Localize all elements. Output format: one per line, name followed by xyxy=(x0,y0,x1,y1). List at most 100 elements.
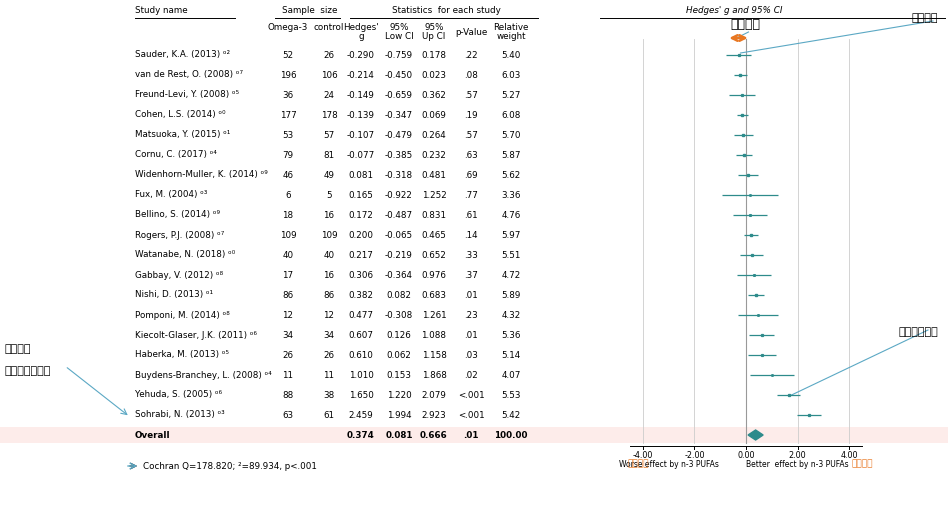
Text: 0.610: 0.610 xyxy=(349,350,374,359)
Text: 異質性大: 異質性大 xyxy=(5,344,31,354)
Text: 0.976: 0.976 xyxy=(422,271,447,279)
Text: 12: 12 xyxy=(323,310,335,319)
Text: 0.683: 0.683 xyxy=(422,291,447,300)
Text: Relative: Relative xyxy=(493,23,529,32)
Text: 86: 86 xyxy=(323,291,335,300)
Text: -0.149: -0.149 xyxy=(347,91,375,99)
Text: Widenhorn-Muller, K. (2014) ᵒ⁹: Widenhorn-Muller, K. (2014) ᵒ⁹ xyxy=(135,170,267,179)
Text: -0.450: -0.450 xyxy=(385,70,413,80)
Text: 1.994: 1.994 xyxy=(387,411,411,419)
Text: 40: 40 xyxy=(283,250,294,260)
Text: 統合した結果: 統合した結果 xyxy=(899,327,938,337)
Text: 26: 26 xyxy=(323,51,335,59)
Text: 1.158: 1.158 xyxy=(422,350,447,359)
Text: 106: 106 xyxy=(320,70,337,80)
Text: <.001: <.001 xyxy=(458,390,484,400)
Text: .14: .14 xyxy=(465,231,478,239)
Text: 0.306: 0.306 xyxy=(349,271,374,279)
Text: 61: 61 xyxy=(323,411,335,419)
Text: 0.232: 0.232 xyxy=(422,151,447,160)
Text: 4.76: 4.76 xyxy=(501,210,520,220)
Text: 46: 46 xyxy=(283,170,294,179)
Text: 0.217: 0.217 xyxy=(349,250,374,260)
Text: 4.32: 4.32 xyxy=(501,310,520,319)
Text: 1.650: 1.650 xyxy=(349,390,374,400)
Text: 196: 196 xyxy=(280,70,296,80)
Text: Pomponi, M. (2014) ᵒ⁸: Pomponi, M. (2014) ᵒ⁸ xyxy=(135,310,229,319)
Text: 0.178: 0.178 xyxy=(422,51,447,59)
Text: 0.477: 0.477 xyxy=(349,310,374,319)
Text: 0.165: 0.165 xyxy=(349,191,374,199)
Text: Worse effect by n-3 PUFAs: Worse effect by n-3 PUFAs xyxy=(619,460,719,469)
Text: 86: 86 xyxy=(283,291,294,300)
Text: 3.36: 3.36 xyxy=(501,191,520,199)
Text: .22: .22 xyxy=(465,51,478,59)
Text: 6: 6 xyxy=(285,191,291,199)
Text: 53: 53 xyxy=(283,130,294,139)
Text: 5.89: 5.89 xyxy=(501,291,520,300)
Text: p-Value: p-Value xyxy=(455,28,487,37)
Text: Low CI: Low CI xyxy=(385,32,413,41)
Text: -0.487: -0.487 xyxy=(385,210,413,220)
Text: 79: 79 xyxy=(283,151,294,160)
Text: -0.759: -0.759 xyxy=(385,51,413,59)
Text: 88: 88 xyxy=(283,390,294,400)
Text: Hedges': Hedges' xyxy=(343,23,379,32)
Text: 1.220: 1.220 xyxy=(387,390,411,400)
Text: 5.40: 5.40 xyxy=(501,51,520,59)
Text: 0.666: 0.666 xyxy=(420,430,447,440)
Text: Haberka, M. (2013) ᵒ⁵: Haberka, M. (2013) ᵒ⁵ xyxy=(135,350,229,359)
Text: ばらつきがある: ばらつきがある xyxy=(5,366,51,376)
Text: 34: 34 xyxy=(283,331,294,340)
Text: 36: 36 xyxy=(283,91,294,99)
Text: Freund-Levi, Y. (2008) ᵒ⁵: Freund-Levi, Y. (2008) ᵒ⁵ xyxy=(135,91,239,99)
Text: -0.364: -0.364 xyxy=(385,271,413,279)
Text: 12: 12 xyxy=(283,310,294,319)
Text: 信頼区間: 信頼区間 xyxy=(731,18,760,31)
Text: Better  effect by n-3 PUFAs: Better effect by n-3 PUFAs xyxy=(746,460,848,469)
Text: 点推定値: 点推定値 xyxy=(911,13,938,23)
Text: Gabbay, V. (2012) ᵒ⁸: Gabbay, V. (2012) ᵒ⁸ xyxy=(135,271,223,279)
Text: 0.264: 0.264 xyxy=(422,130,447,139)
Text: 11: 11 xyxy=(323,371,335,380)
Text: g: g xyxy=(358,32,364,41)
Text: 2.923: 2.923 xyxy=(422,411,447,419)
Text: 18: 18 xyxy=(283,210,294,220)
Text: van de Rest, O. (2008) ᵒ⁷: van de Rest, O. (2008) ᵒ⁷ xyxy=(135,70,243,80)
Text: 81: 81 xyxy=(323,151,335,160)
Text: 0.652: 0.652 xyxy=(422,250,447,260)
Text: 100.00: 100.00 xyxy=(494,430,528,440)
Text: 1.868: 1.868 xyxy=(422,371,447,380)
Text: Kiecolt-Glaser, J.K. (2011) ᵒ⁶: Kiecolt-Glaser, J.K. (2011) ᵒ⁶ xyxy=(135,331,257,340)
Text: 5.97: 5.97 xyxy=(501,231,520,239)
Text: 効果あり: 効果あり xyxy=(851,459,873,468)
Text: .01: .01 xyxy=(464,430,479,440)
Text: 4.07: 4.07 xyxy=(501,371,520,380)
Text: Watanabe, N. (2018) ᵒ⁰: Watanabe, N. (2018) ᵒ⁰ xyxy=(135,250,235,260)
Text: 26: 26 xyxy=(323,350,335,359)
Text: 0.382: 0.382 xyxy=(349,291,374,300)
Text: 109: 109 xyxy=(320,231,337,239)
Text: 0.200: 0.200 xyxy=(349,231,374,239)
Text: <.001: <.001 xyxy=(458,411,484,419)
Text: Sohrabi, N. (2013) ᵒ³: Sohrabi, N. (2013) ᵒ³ xyxy=(135,411,225,419)
Text: 0.069: 0.069 xyxy=(422,111,447,120)
Polygon shape xyxy=(748,430,763,440)
Text: 95%: 95% xyxy=(390,23,409,32)
Text: .57: .57 xyxy=(465,91,478,99)
Text: 109: 109 xyxy=(280,231,297,239)
Text: 0.082: 0.082 xyxy=(387,291,411,300)
Text: 95%: 95% xyxy=(425,23,444,32)
Text: 効果なし: 効果なし xyxy=(628,459,649,468)
Text: 0.023: 0.023 xyxy=(422,70,447,80)
Text: -0.219: -0.219 xyxy=(385,250,413,260)
Text: 0.362: 0.362 xyxy=(422,91,447,99)
Text: .69: .69 xyxy=(465,170,478,179)
Text: 2.00: 2.00 xyxy=(789,451,807,460)
Text: Buydens-Branchey, L. (2008) ᵒ⁴: Buydens-Branchey, L. (2008) ᵒ⁴ xyxy=(135,371,272,380)
Text: -0.290: -0.290 xyxy=(347,51,375,59)
Text: 16: 16 xyxy=(323,210,335,220)
Text: 1.261: 1.261 xyxy=(422,310,447,319)
Text: 0.126: 0.126 xyxy=(387,331,411,340)
Text: 5.70: 5.70 xyxy=(501,130,520,139)
